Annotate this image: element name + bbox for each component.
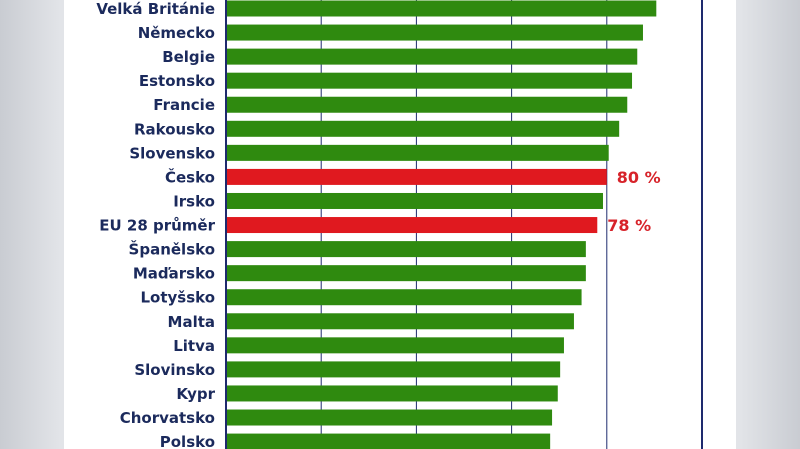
bar-7 [226,168,607,185]
category-label-16: Kypr [176,385,215,403]
bar-5 [226,120,620,137]
bar-10 [226,241,586,258]
category-label-7: Česko [165,167,215,186]
bar-16 [226,385,558,402]
category-label-3: Estonsko [139,72,215,90]
bar-2 [226,48,638,65]
category-label-8: Irsko [173,192,215,210]
bar-13 [226,313,574,330]
value-label-9: 78 % [607,216,651,235]
bar-1 [226,24,643,41]
bar-18 [226,433,551,449]
category-label-18: Polsko [160,433,215,449]
category-label-14: Litva [173,337,215,355]
bar-14 [226,337,564,354]
category-label-9: EU 28 průměr [99,217,215,235]
category-label-10: Španělsko [129,240,215,259]
category-label-12: Lotyšsko [140,289,215,307]
category-label-4: Francie [153,96,215,114]
bar-15 [226,361,561,378]
bar-12 [226,289,582,306]
category-label-17: Chorvatsko [120,409,215,427]
bar-6 [226,144,609,161]
category-label-5: Rakousko [134,120,215,138]
category-label-6: Slovensko [129,144,215,162]
bar-17 [226,409,553,426]
bar-9 [226,217,598,234]
category-label-15: Slovinsko [134,361,215,379]
category-label-11: Maďarsko [133,265,215,283]
category-label-1: Německo [138,24,215,42]
bar-11 [226,265,586,282]
bar-4 [226,96,628,113]
value-label-7: 80 % [617,168,661,187]
bar-8 [226,192,603,209]
bar-3 [226,72,633,89]
category-label-13: Malta [168,313,215,331]
category-label-0: Velká Británie [96,0,215,18]
bar-0 [226,0,657,17]
category-label-2: Belgie [162,48,215,66]
